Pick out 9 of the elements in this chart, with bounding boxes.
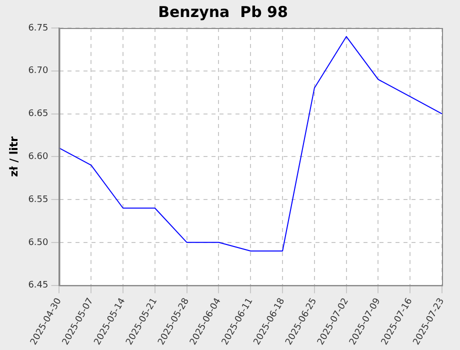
y-axis-title: zł / litr <box>7 136 20 177</box>
y-tick-label: 6.75 <box>28 23 48 34</box>
y-tick-label: 6.65 <box>28 109 48 120</box>
y-tick-label: 6.50 <box>28 238 49 248</box>
y-tick-label: 6.55 <box>28 194 48 205</box>
y-tick-label: 6.45 <box>28 280 48 291</box>
chart-title: Benzyna Pb 98 <box>158 2 288 21</box>
y-tick-label: 6.70 <box>28 66 49 76</box>
y-tick-label: 6.60 <box>28 152 49 162</box>
